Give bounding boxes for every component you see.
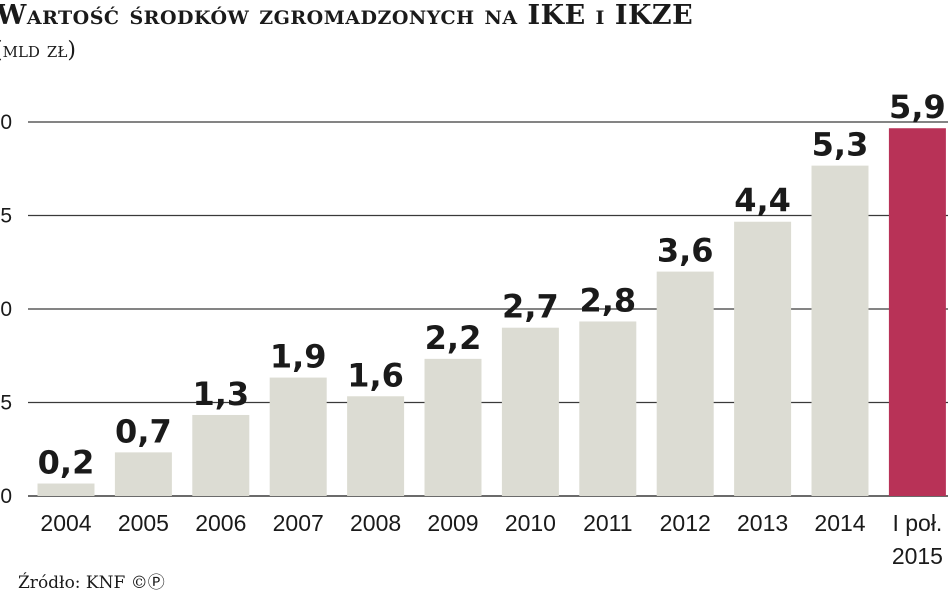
x-tick-label: 2005 — [118, 510, 169, 536]
bar — [811, 165, 869, 496]
x-tick-label: 2006 — [195, 510, 246, 536]
bar — [579, 321, 637, 496]
x-tick-label: 2009 — [427, 510, 478, 536]
data-label: 2,2 — [425, 319, 482, 357]
x-tick-label: 2014 — [814, 510, 865, 536]
bar — [656, 271, 714, 496]
x-tick-label: 2013 — [737, 510, 788, 536]
data-label: 4,4 — [734, 182, 791, 220]
chart-subtitle: (mld zł) — [0, 38, 76, 63]
bar — [114, 452, 172, 496]
x-tick-label: 2008 — [350, 510, 401, 536]
y-tick-label: 0 — [0, 111, 12, 134]
data-label: 1,3 — [192, 375, 249, 413]
data-label: 2,7 — [502, 288, 559, 326]
data-label: 1,9 — [270, 338, 327, 376]
x-tick-label: 2012 — [660, 510, 711, 536]
y-tick-label: 0 — [0, 485, 12, 508]
x-tick-label: 2011 — [583, 510, 632, 536]
data-label: 1,6 — [347, 356, 404, 394]
bar — [192, 414, 250, 496]
y-tick-label: 5 — [0, 392, 12, 415]
x-tick-label: I poł. 2015 — [892, 510, 943, 569]
x-tick-label: 2004 — [40, 510, 91, 536]
source-note: Źródło: KNF ©Ⓟ — [18, 573, 165, 593]
data-label: 0,7 — [115, 412, 172, 450]
bar — [501, 327, 559, 496]
data-label: 5,9 — [889, 88, 946, 126]
data-label: 2,8 — [579, 281, 636, 319]
data-label: 0,2 — [38, 444, 95, 482]
data-label: 5,3 — [812, 126, 869, 164]
bar — [347, 396, 405, 496]
bar — [734, 221, 792, 496]
x-tick-label: 2007 — [273, 510, 324, 536]
y-tick-label: 5 — [0, 205, 12, 228]
bar — [888, 128, 946, 496]
chart-title: Wartość środków zgromadzonych na IKE i I… — [0, 0, 694, 31]
bar — [424, 358, 482, 496]
data-label: 3,6 — [657, 232, 714, 270]
y-tick-label: 0 — [0, 298, 12, 321]
bar — [37, 483, 95, 496]
bar — [269, 377, 327, 496]
x-tick-label: 2010 — [505, 510, 556, 536]
